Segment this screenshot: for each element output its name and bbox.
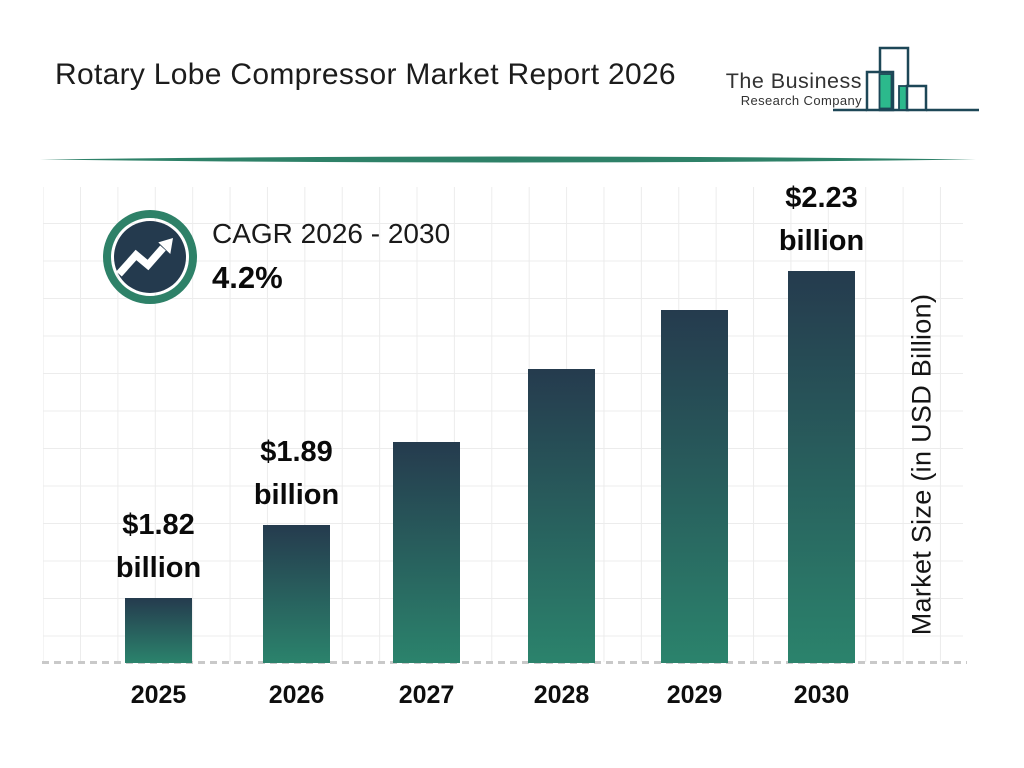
x-tick-2026: 2026: [268, 681, 325, 709]
cagr-callout: CAGR 2026 - 2030 4.2%: [212, 218, 450, 296]
logo-subtitle: Research Company: [740, 93, 862, 108]
value-label-2030: $2.23 billion: [778, 182, 865, 257]
bar-2025: [125, 598, 192, 663]
value-label-2026: $1.89 billion: [253, 436, 340, 511]
divider-line: [40, 156, 976, 163]
trending-up-icon: [103, 210, 197, 304]
x-tick-2027: 2027: [398, 681, 455, 709]
bar-2029: [661, 310, 728, 663]
company-logo: The Business Research Company: [698, 70, 862, 108]
x-tick-2025: 2025: [130, 681, 187, 709]
bar-2028: [528, 369, 595, 663]
bar-2030: [788, 271, 855, 663]
bar-2027: [393, 442, 460, 663]
bar-2026: [263, 525, 330, 663]
x-tick-2030: 2030: [793, 681, 850, 709]
page-title: Rotary Lobe Compressor Market Report 202…: [55, 58, 676, 91]
x-axis-line: [42, 661, 967, 664]
logo-name: The Business: [725, 69, 862, 93]
cagr-label: CAGR 2026 - 2030: [212, 218, 451, 249]
cagr-value: 4.2%: [212, 260, 283, 295]
x-tick-2029: 2029: [666, 681, 723, 709]
bar-chart-logo-icon: [833, 46, 979, 112]
x-tick-2028: 2028: [533, 681, 590, 709]
value-label-2025: $1.82 billion: [115, 509, 202, 584]
